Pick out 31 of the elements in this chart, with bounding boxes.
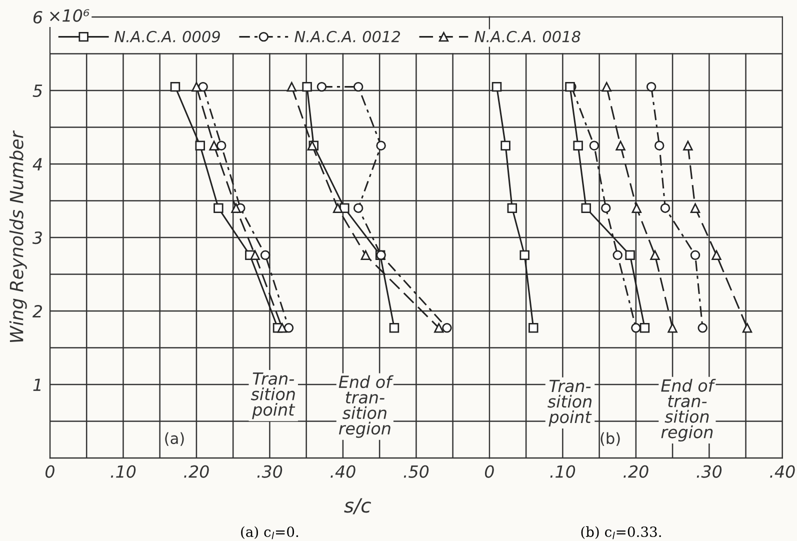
annotation: (a): [165, 432, 184, 446]
legend-label: N.A.C.A. 0018: [474, 30, 580, 42]
x-tick-label: 0: [46, 465, 54, 478]
x-tick-label: .30: [696, 465, 722, 478]
y-axis-title: Wing Reynolds Number: [9, 130, 27, 342]
legend-label: N.A.C.A. 0009: [114, 30, 220, 42]
x-tick-label: .20: [624, 465, 648, 478]
x-tick-label: .50: [404, 465, 429, 478]
x-tick-label: .40: [770, 465, 795, 478]
x-axis-title: s/c: [344, 498, 372, 514]
annotation: Tran- sition point: [548, 380, 592, 426]
legend-label: N.A.C.A. 0012: [294, 30, 400, 42]
annotation: (b): [600, 432, 620, 446]
y-tick-label: 2: [32, 304, 42, 318]
y-tick-label: 5: [32, 84, 42, 98]
x-tick-label: 0: [484, 465, 494, 478]
annotation: ×10⁶: [50, 9, 90, 22]
x-tick-label: .10: [110, 465, 136, 478]
text: (a) c$_{l}$=0.: [241, 526, 298, 540]
x-tick-label: .20: [184, 465, 209, 478]
annotation: End of tran- sition region: [338, 375, 394, 438]
x-tick-label: .40: [330, 465, 356, 478]
annotation: End of tran- sition region: [661, 378, 716, 442]
text: (b) c$_{l}$=0.33.: [581, 526, 661, 540]
y-tick-label: 6: [33, 10, 42, 24]
annotation: Tran- sition point: [250, 372, 296, 420]
y-tick-label: 1: [33, 378, 41, 391]
x-tick-label: .30: [257, 465, 282, 478]
y-tick-label: 4: [32, 158, 42, 170]
y-tick-label: 3: [32, 231, 42, 244]
x-tick-label: .10: [550, 465, 576, 478]
